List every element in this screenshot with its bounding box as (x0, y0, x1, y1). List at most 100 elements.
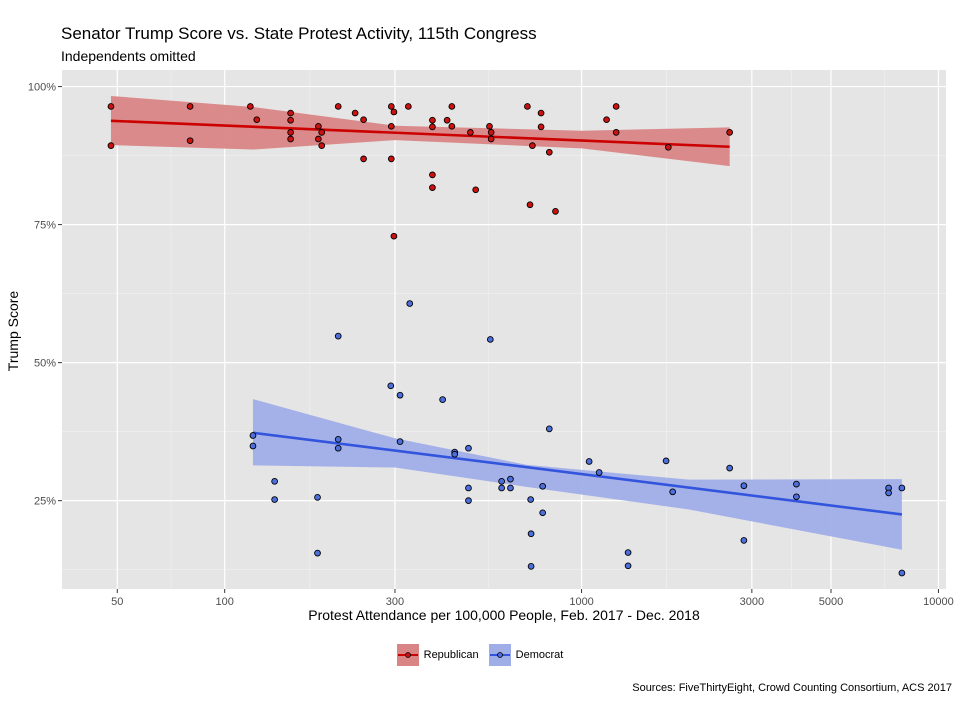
data-point-republican (726, 129, 734, 136)
x-tick-label: 1000 (569, 596, 593, 608)
data-point-republican (443, 116, 451, 124)
data-point-democrat (498, 477, 505, 485)
data-point-democrat (334, 332, 342, 340)
data-point-democrat (465, 497, 472, 505)
chart-title: Senator Trump Score vs. State Protest Ac… (61, 24, 537, 43)
data-point-republican (664, 143, 672, 151)
y-tick-label: 100% (28, 82, 56, 94)
data-point-democrat (465, 444, 472, 452)
data-point-republican (612, 103, 620, 110)
data-point-republican (429, 171, 436, 179)
x-tick-label: 300 (386, 596, 404, 608)
data-point-democrat (585, 458, 593, 465)
data-point-republican (487, 135, 495, 143)
data-point-republican (287, 129, 294, 136)
data-point-democrat (527, 530, 535, 538)
data-point-democrat (507, 484, 514, 492)
trend-line-democrat (252, 431, 903, 516)
data-point-republican (487, 129, 495, 136)
data-point-republican (612, 129, 620, 136)
data-point-democrat (498, 484, 505, 492)
data-point-republican (524, 103, 531, 110)
data-point-democrat (451, 450, 459, 458)
data-point-republican (529, 142, 536, 149)
data-point-democrat (271, 496, 278, 503)
data-point-democrat (387, 382, 395, 390)
x-axis-label: Protest Attendance per 100,000 People, F… (308, 607, 700, 623)
data-point-republican (287, 116, 294, 124)
data-point-democrat (595, 469, 603, 476)
data-point-republican (603, 116, 610, 124)
data-point-republican (390, 232, 398, 240)
data-point-democrat (539, 509, 547, 517)
data-point-democrat (726, 464, 734, 472)
data-point-democrat (314, 549, 321, 557)
data-point-republican (387, 122, 395, 130)
data-point-democrat (624, 549, 632, 556)
data-point-democrat (669, 488, 677, 496)
x-tick-label: 10000 (923, 596, 954, 608)
data-point-democrat (334, 436, 342, 443)
data-point-republican (107, 142, 115, 149)
y-tick-label: 25% (34, 496, 56, 508)
data-point-democrat (793, 480, 800, 488)
data-point-democrat (465, 484, 472, 492)
x-tick-label: 100 (216, 596, 234, 608)
data-point-republican (387, 155, 395, 163)
data-point-democrat (793, 493, 800, 501)
data-point-democrat (898, 569, 906, 577)
data-point-democrat (740, 537, 748, 544)
data-point-democrat (406, 300, 414, 307)
data-point-democrat (314, 493, 321, 501)
data-point-republican (467, 129, 474, 136)
data-point-republican (186, 137, 194, 145)
data-point-republican (448, 103, 456, 110)
legend: Republican Democrat (0, 644, 960, 666)
data-point-democrat (249, 432, 257, 439)
data-point-republican (552, 207, 559, 215)
data-point-republican (318, 129, 326, 136)
data-point-democrat (527, 563, 535, 570)
legend-label-democrat: Democrat (515, 649, 564, 661)
data-point-republican (107, 103, 115, 110)
data-point-republican (526, 201, 534, 209)
data-point-democrat (396, 438, 404, 445)
data-point-republican (247, 103, 254, 110)
data-point-democrat (624, 562, 632, 570)
data-point-republican (390, 108, 398, 116)
data-point-republican (429, 116, 436, 124)
data-point-democrat (334, 444, 342, 452)
y-axis-label: Trump Score (5, 290, 21, 372)
data-point-republican (448, 122, 456, 130)
trend-line-republican (110, 119, 730, 149)
data-point-republican (537, 109, 545, 117)
legend-label-republican: Republican (423, 649, 479, 661)
chart-subtitle: Independents omitted (61, 48, 196, 64)
data-point-democrat (486, 336, 494, 343)
x-tick-label: 3000 (740, 596, 764, 608)
data-point-republican (404, 103, 412, 110)
legend-item-republican: Republican (396, 644, 479, 666)
source-caption: Sources: FiveThirtyEight, Crowd Counting… (632, 682, 952, 694)
x-tick-label: 50 (111, 596, 123, 608)
data-point-republican (315, 122, 322, 130)
data-point-republican (387, 103, 395, 110)
data-point-democrat (249, 442, 257, 450)
data-point-republican (429, 184, 436, 191)
data-point-republican (315, 135, 322, 143)
data-point-republican (360, 116, 367, 124)
data-point-democrat (439, 396, 446, 403)
data-point-democrat (271, 477, 278, 485)
legend-key-democrat (488, 644, 511, 666)
data-point-republican (287, 135, 294, 143)
y-tick-label: 50% (34, 358, 56, 370)
x-tick-label: 5000 (819, 596, 843, 608)
data-point-republican (472, 186, 480, 194)
legend-key-republican (396, 644, 419, 666)
data-point-democrat (898, 484, 906, 492)
data-point-republican (253, 116, 261, 124)
data-point-democrat (539, 482, 547, 490)
data-point-democrat (662, 457, 670, 465)
data-point-democrat (527, 496, 535, 503)
